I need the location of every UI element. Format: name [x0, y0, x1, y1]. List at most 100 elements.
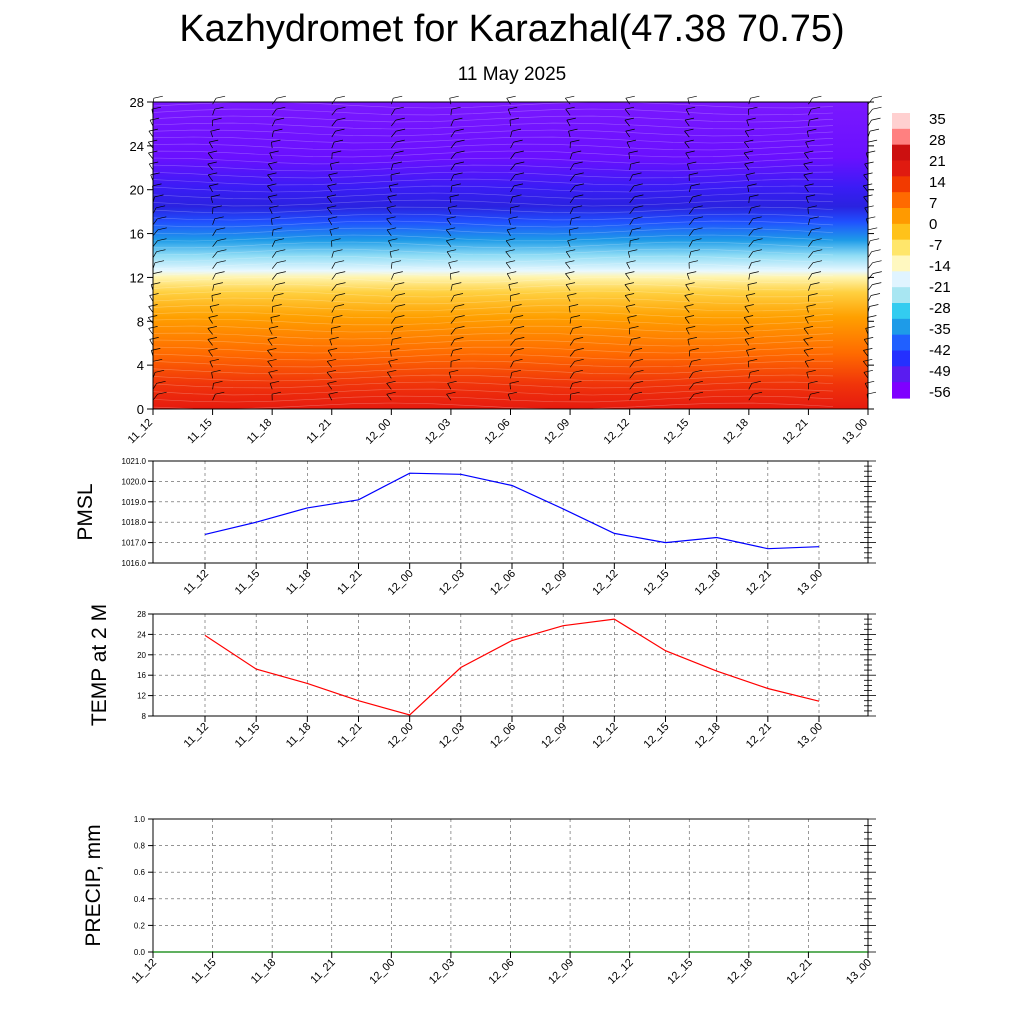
wind-barb-flag	[867, 315, 877, 318]
wind-barb	[271, 240, 276, 247]
wind-barb	[210, 196, 213, 203]
wind-barb	[271, 262, 278, 269]
wind-barb	[450, 328, 456, 335]
wind-barb-flag	[625, 128, 635, 132]
wind-barb-flag	[806, 304, 816, 307]
contour-line	[152, 136, 834, 144]
wind-barb	[510, 328, 516, 335]
wind-barb-flag	[448, 260, 458, 264]
wind-barb	[569, 218, 572, 225]
wind-barb-flag	[864, 205, 874, 209]
wind-barb	[267, 350, 273, 357]
wind-barb-flag	[335, 95, 345, 99]
y-tick-label: 0.4	[134, 895, 146, 904]
wind-barb	[568, 306, 571, 313]
wind-barb	[147, 317, 154, 324]
wind-barb	[152, 251, 157, 258]
wind-barb	[506, 273, 511, 280]
wind-barb-flag	[687, 95, 697, 99]
x-tick-label: 12_00	[367, 957, 397, 987]
wind-barb-flag	[327, 205, 337, 209]
wind-barb	[329, 163, 333, 171]
contour-line	[152, 346, 834, 354]
heatmap-field	[153, 102, 868, 409]
wind-barb-flag	[631, 337, 641, 340]
wind-barb-flag	[574, 172, 584, 176]
wind-barb	[271, 284, 277, 291]
wind-barb	[808, 262, 814, 269]
wind-barb	[864, 163, 869, 171]
wind-barb-flag	[751, 380, 761, 384]
wind-barb-flag	[387, 194, 397, 198]
x-tick-label: 12_06	[488, 721, 518, 751]
wind-barb-flag	[267, 183, 277, 187]
x-tick-label: 13_00	[840, 417, 870, 447]
wind-barb	[386, 383, 392, 390]
wind-barb-flag	[865, 380, 875, 384]
x-tick-label: 12_15	[642, 568, 672, 598]
wind-barb	[208, 317, 213, 324]
x-tick-label: 11_18	[245, 417, 275, 447]
wind-barb	[390, 328, 395, 335]
wind-barb-flag	[807, 128, 817, 132]
wind-barb	[271, 306, 274, 313]
wind-barb	[803, 163, 809, 171]
wind-barb-flag	[390, 249, 400, 253]
wind-barb	[569, 372, 575, 379]
wind-barb-flag	[276, 95, 286, 99]
wind-barb-flag	[396, 128, 406, 132]
wind-barb-flag	[276, 249, 286, 253]
wind-barb	[152, 218, 158, 226]
wind-barb	[271, 97, 278, 105]
wind-barb-flag	[451, 358, 461, 362]
wind-barb-flag	[808, 380, 818, 384]
wind-barb	[450, 185, 453, 192]
wind-barb-flag	[803, 161, 813, 165]
contour-line	[152, 339, 834, 347]
wind-barb-flag	[508, 391, 518, 395]
contour-line	[152, 395, 834, 403]
wind-barb	[152, 383, 157, 390]
wind-barb-flag	[335, 128, 345, 132]
wind-barb-flag	[871, 249, 881, 253]
wind-barb-flag	[868, 139, 878, 143]
wind-barb-flag	[746, 293, 756, 296]
wind-barb	[271, 131, 274, 138]
wind-barb	[748, 383, 753, 390]
wind-barb	[271, 251, 277, 258]
wind-barb-flag	[744, 337, 755, 340]
x-tick-label: 12_21	[784, 957, 814, 987]
x-tick-label: 11_15	[233, 721, 263, 751]
wind-barb	[327, 383, 333, 390]
wind-barb	[331, 98, 337, 105]
wind-barb-flag	[505, 249, 515, 253]
wind-barb	[629, 394, 634, 401]
wind-barb-flag	[395, 315, 405, 318]
x-tick-label: 12_03	[427, 957, 457, 987]
wind-barb-flag	[268, 369, 278, 373]
y-tick-label: 1017.0	[122, 539, 147, 548]
wind-barb-flag	[689, 348, 699, 351]
y-tick-label: 8	[142, 712, 147, 721]
wind-barb	[148, 306, 154, 313]
wind-barb	[507, 394, 511, 401]
wind-barb	[629, 163, 632, 171]
wind-barb-flag	[207, 337, 217, 340]
wind-barb	[624, 284, 630, 291]
wind-barb-flag	[506, 95, 516, 99]
wind-barb-flag	[565, 95, 575, 99]
wind-barb	[624, 295, 630, 302]
wind-barb	[447, 207, 452, 214]
x-tick-label: 12_12	[602, 417, 632, 447]
wind-barb	[331, 273, 337, 280]
wind-barb-flag	[327, 380, 337, 384]
wind-barb	[450, 174, 454, 182]
wind-barb-flag	[214, 106, 224, 110]
wind-barb-flag	[804, 150, 814, 154]
colorbar-swatch	[892, 223, 910, 241]
wind-barb-flag	[389, 183, 399, 187]
contour-line	[152, 283, 834, 291]
wind-barb-flag	[748, 358, 758, 362]
wind-barb-flag	[451, 183, 461, 187]
